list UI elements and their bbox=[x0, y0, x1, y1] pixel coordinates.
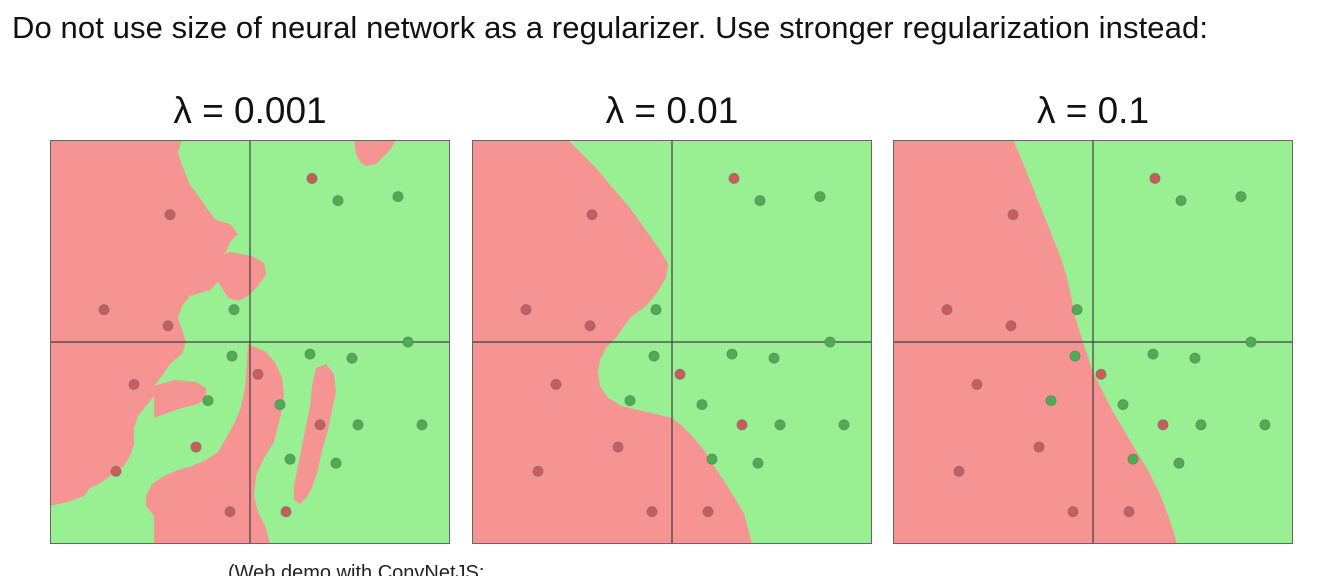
red-data-point bbox=[702, 506, 714, 518]
green-data-point bbox=[824, 336, 836, 348]
green-data-point bbox=[774, 419, 786, 431]
green-data-point bbox=[696, 399, 708, 411]
green-data-point bbox=[752, 457, 764, 469]
panel-title-lambda-0-001: λ = 0.001 bbox=[173, 90, 327, 131]
red-data-point bbox=[736, 419, 748, 431]
green-data-point bbox=[754, 195, 766, 206]
red-decision-region bbox=[50, 140, 238, 506]
green-data-point bbox=[304, 348, 316, 360]
red-data-point bbox=[1157, 419, 1169, 431]
red-decision-region-lower bbox=[154, 380, 206, 418]
red-data-point bbox=[128, 378, 140, 390]
green-data-point bbox=[1245, 336, 1257, 348]
red-data-point bbox=[1033, 441, 1045, 453]
red-data-point bbox=[1149, 173, 1161, 184]
red-data-point bbox=[252, 368, 264, 380]
green-data-point bbox=[284, 453, 296, 465]
red-data-point bbox=[162, 320, 174, 332]
green-data-point bbox=[1045, 395, 1057, 407]
green-data-point bbox=[352, 419, 364, 431]
red-data-point bbox=[306, 173, 318, 184]
red-data-point bbox=[532, 465, 544, 477]
red-data-point bbox=[646, 506, 658, 518]
decision-boundary-panel-lambda-0-01 bbox=[472, 140, 872, 544]
decision-boundary-panel-lambda-0-1 bbox=[893, 140, 1293, 544]
page-title: Do not use size of neural network as a r… bbox=[12, 10, 1209, 45]
red-data-point bbox=[612, 441, 624, 453]
green-data-point bbox=[226, 350, 238, 362]
panel-title-lambda-0-01: λ = 0.01 bbox=[605, 90, 739, 131]
green-data-point bbox=[392, 191, 404, 202]
decision-boundary-plot bbox=[50, 140, 450, 544]
green-data-point bbox=[814, 191, 826, 202]
red-data-point bbox=[584, 320, 596, 332]
plot-frame bbox=[50, 140, 450, 544]
green-data-point bbox=[1173, 457, 1185, 469]
panel-title-lambda-0-1: λ = 0.1 bbox=[1036, 90, 1150, 131]
red-decision-region-island bbox=[215, 252, 266, 301]
green-data-point bbox=[1117, 399, 1129, 411]
red-data-point bbox=[520, 304, 532, 316]
green-data-point bbox=[330, 457, 342, 469]
green-data-point bbox=[1259, 419, 1271, 431]
green-data-point bbox=[346, 352, 358, 364]
footnote: (Web demo with ConvNetJS: bbox=[228, 562, 485, 576]
plot-frame bbox=[472, 140, 872, 544]
plot-frame bbox=[893, 140, 1293, 544]
green-data-point bbox=[726, 348, 738, 360]
red-decision-region-right-finger bbox=[294, 364, 336, 504]
red-data-point bbox=[1067, 506, 1079, 518]
green-data-point bbox=[706, 453, 718, 465]
red-data-point bbox=[314, 419, 326, 431]
green-data-point bbox=[650, 304, 662, 316]
green-data-point bbox=[1071, 304, 1083, 316]
green-data-point bbox=[1069, 350, 1081, 362]
red-data-point bbox=[1123, 506, 1135, 518]
red-data-point bbox=[224, 506, 236, 518]
red-data-point bbox=[550, 378, 562, 390]
green-data-point bbox=[228, 304, 240, 316]
red-data-point bbox=[164, 209, 176, 221]
green-data-point bbox=[648, 350, 660, 362]
green-data-point bbox=[416, 419, 428, 431]
green-data-point bbox=[332, 195, 344, 206]
green-data-point bbox=[402, 336, 414, 348]
green-data-point bbox=[1175, 195, 1187, 206]
red-data-point bbox=[1007, 209, 1019, 221]
red-data-point bbox=[674, 368, 686, 380]
red-data-point bbox=[971, 378, 983, 390]
decision-boundary-panel-lambda-0-001 bbox=[50, 140, 450, 544]
green-data-point bbox=[274, 399, 286, 411]
decision-boundary-plot bbox=[472, 140, 872, 544]
red-data-point bbox=[110, 465, 122, 477]
red-data-point bbox=[280, 506, 292, 518]
red-data-point bbox=[728, 173, 740, 184]
green-data-point bbox=[202, 395, 214, 407]
red-data-point bbox=[941, 304, 953, 316]
green-data-point bbox=[1189, 352, 1201, 364]
green-data-point bbox=[838, 419, 850, 431]
red-data-point bbox=[98, 304, 110, 316]
green-data-point bbox=[624, 395, 636, 407]
decision-boundary-plot bbox=[893, 140, 1293, 544]
red-decision-region-corner bbox=[354, 140, 396, 166]
green-data-point bbox=[1147, 348, 1159, 360]
red-data-point bbox=[586, 209, 598, 221]
green-data-point bbox=[1127, 453, 1139, 465]
red-data-point bbox=[1095, 368, 1107, 380]
green-data-point bbox=[1195, 419, 1207, 431]
green-data-point bbox=[1235, 191, 1247, 202]
red-data-point bbox=[1005, 320, 1017, 332]
red-data-point bbox=[953, 465, 965, 477]
green-data-point bbox=[768, 352, 780, 364]
red-data-point bbox=[190, 441, 202, 453]
